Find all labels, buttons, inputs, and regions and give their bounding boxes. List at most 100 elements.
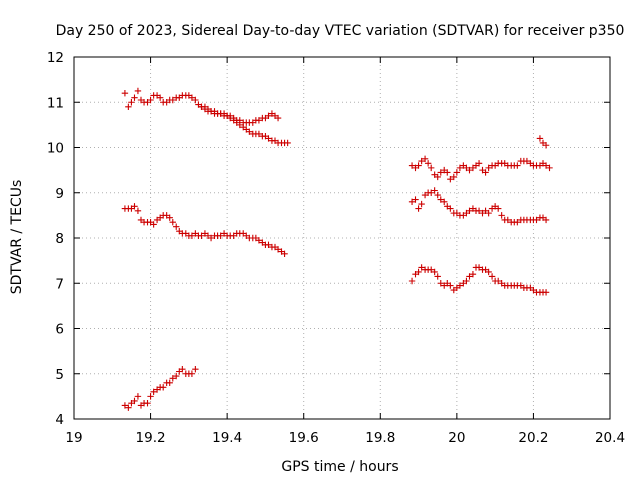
data-point-plus [265,241,272,248]
data-point-plus [444,169,451,176]
data-point-plus [166,214,173,221]
data-point-plus [160,384,167,391]
data-point-plus [246,128,253,135]
data-point-plus [265,112,272,120]
data-point-plus [408,277,416,285]
data-point-plus [169,375,176,382]
series-track-5 [408,155,553,183]
data-point-plus [450,173,457,181]
data-point-plus [475,264,483,271]
data-point-plus [485,209,492,217]
data-point-plus [485,268,492,276]
data-point-plus [428,164,435,172]
data-point-plus [536,135,544,142]
data-point-plus [134,393,142,400]
series-track-4 [121,366,199,411]
data-point-plus [169,96,176,104]
data-point-plus [495,205,502,212]
data-point-plus [166,379,173,386]
data-point-plus [188,370,196,377]
x-tick-label: 19.4 [212,430,242,446]
data-point-plus [255,237,263,244]
data-point-plus [134,207,142,215]
data-point-plus [274,246,282,253]
data-point-plus [188,94,196,101]
axes: 19 19.2 19.4 19.6 19.8 20 20.2 20.4 4 5 6 7 8 9 10 11 12 [47,50,625,446]
data-point-plus [125,404,132,411]
data-point-plus [542,142,550,149]
data-point-plus [125,103,132,110]
data-point-plus [147,96,154,104]
data-point-plus [482,169,489,176]
data-point-plus [437,169,444,176]
data-point-plus [453,169,461,176]
data-point-plus [284,139,291,147]
x-tick-label: 20 [448,430,465,446]
data-point-plus [434,191,441,199]
data-point-plus [523,157,531,165]
data-point-plus [542,289,550,296]
series-track-7 [408,187,550,226]
data-point-plus [274,114,282,122]
data-point-plus [475,207,483,215]
data-point-plus [431,187,438,194]
data-point-plus [412,196,419,203]
y-tick-label: 9 [55,186,64,202]
series-track-2 [198,103,291,147]
grid [74,57,610,419]
data-point-plus [415,162,422,169]
data-point-plus [437,280,444,287]
data-point-plus [533,216,540,224]
data-point-plus [121,90,129,97]
y-tick-label: 5 [55,367,64,383]
data-point-plus [128,99,135,106]
data-point-plus [144,399,151,407]
series-track-3 [121,203,288,258]
y-tick-label: 8 [55,231,64,247]
data-point-plus [466,166,473,174]
data-point-plus [466,273,473,280]
data-point-plus [147,393,154,400]
data-point-plus [498,212,505,219]
data-point-plus [428,189,435,196]
data-point-plus [418,264,425,271]
series-track-8 [408,264,550,296]
data-point-plus [542,216,550,224]
data-point-plus [192,96,199,104]
data-point-plus [488,273,496,280]
data-point-plus [428,266,435,273]
data-point-plus [447,175,454,183]
data-point-plus [418,157,425,165]
data-point-plus [456,282,464,289]
data-point-plus [173,372,180,380]
data-point-plus [408,198,416,205]
data-point-plus [131,203,138,210]
y-tick-label: 4 [55,412,64,428]
data-point-plus [227,112,234,120]
data-point-plus [179,366,186,373]
data-point-plus [441,198,448,205]
data-point-plus [131,397,138,405]
data-point-plus [150,388,157,396]
data-point-plus [514,218,521,226]
y-tick-label: 11 [47,95,64,111]
data-point-plus [169,218,176,226]
x-axis-label: GPS time / hours [281,459,398,475]
y-axis-label: SDTVAR / TECUs [9,180,25,295]
data-point-plus [447,282,454,289]
data-point-plus [255,130,263,138]
data-point-plus [207,234,215,242]
data-point-plus [495,277,502,285]
data-point-plus [217,232,224,239]
data-point-plus [281,250,288,258]
x-tick-label: 20.2 [518,430,548,446]
data-point-plus [408,162,416,169]
data-point-plus [437,196,444,203]
x-tick-label: 19.6 [289,430,319,446]
data-point-plus [192,366,199,373]
data-point-plus [475,160,483,167]
x-tick-label: 19.8 [365,430,395,446]
data-point-plus [415,205,422,212]
y-tick-label: 7 [55,276,64,292]
